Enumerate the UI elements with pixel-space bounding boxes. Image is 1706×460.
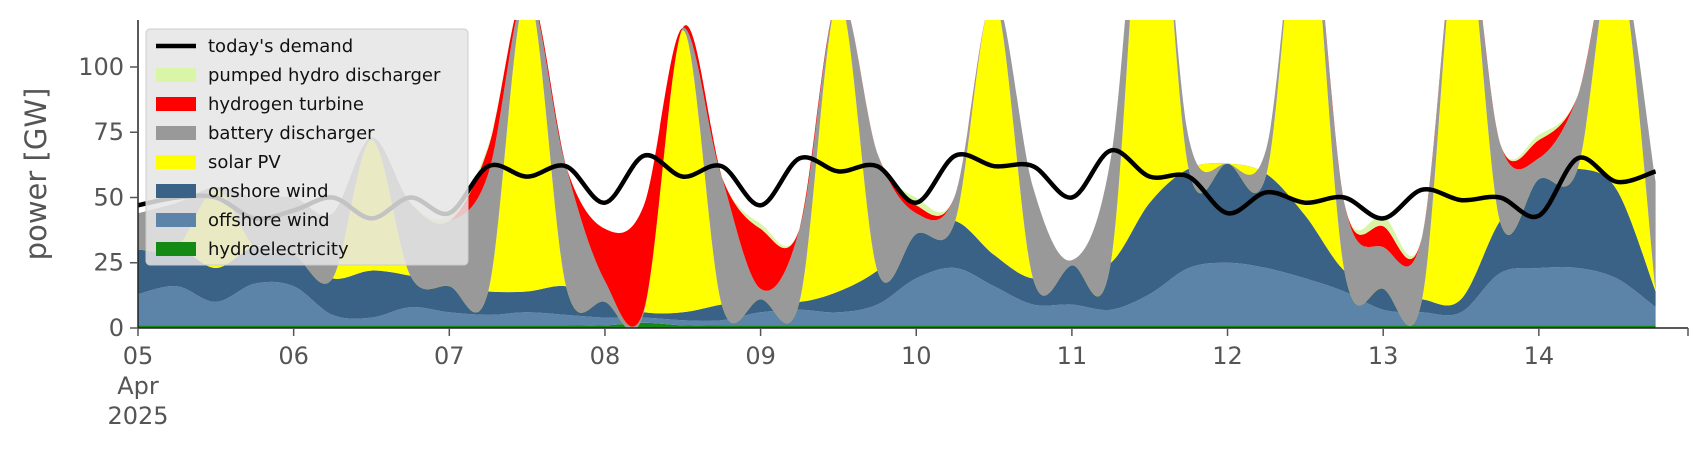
x-tick-label: 05 <box>123 342 154 370</box>
x-tick-label: 11 <box>1057 342 1088 370</box>
x-tick-label: 06 <box>278 342 309 370</box>
x-tick-label: 10 <box>901 342 932 370</box>
legend-label-offshore-wind: offshore wind <box>208 210 330 231</box>
legend-label-onshore-wind: onshore wind <box>208 181 329 202</box>
legend-label-today-s-demand: today's demand <box>208 36 353 57</box>
y-tick-label: 0 <box>109 314 124 342</box>
legend-swatch-pumped-hydro-discharger <box>156 68 196 82</box>
x-tick-label: 08 <box>590 342 621 370</box>
legend-swatch-offshore-wind <box>156 213 196 227</box>
y-axis-label: power [GW] <box>19 88 53 261</box>
x-tick-label: 07 <box>434 342 465 370</box>
area-offshore-wind <box>138 262 1656 326</box>
legend-swatch-hydrogen-turbine <box>156 97 196 111</box>
legend-swatch-solar-pv <box>156 155 196 169</box>
legend: today's demand pumped hydro discharger hyd… <box>145 28 469 266</box>
area-solar-pv <box>138 20 1656 328</box>
y-tick-label: 25 <box>93 249 124 277</box>
legend-label-solar-pv: solar PV <box>208 152 281 173</box>
x-tick-label: 09 <box>745 342 776 370</box>
legend-swatch-onshore-wind <box>156 184 196 198</box>
legend-label-hydrogen-turbine: hydrogen turbine <box>208 94 364 115</box>
y-tick-label: 50 <box>93 183 124 211</box>
x-tick-year: 2025 <box>107 402 168 430</box>
legend-swatch-battery-discharger <box>156 126 196 140</box>
legend-label-pumped-hydro-discharger: pumped hydro discharger <box>208 65 441 86</box>
x-tick-month: Apr <box>117 372 159 400</box>
legend-swatch-hydroelectricity <box>156 242 196 256</box>
y-tick-label: 75 <box>93 118 124 146</box>
legend-label-battery-discharger: battery discharger <box>208 123 375 144</box>
stacked-areas <box>138 20 1656 328</box>
x-tick-label: 12 <box>1212 342 1243 370</box>
x-tick-label: 14 <box>1524 342 1555 370</box>
legend-box <box>145 28 469 266</box>
area-onshore-wind <box>138 163 1656 321</box>
legend-label-hydroelectricity: hydroelectricity <box>208 239 349 260</box>
y-tick-label: 100 <box>78 53 124 81</box>
x-tick-label: 13 <box>1368 342 1399 370</box>
area-battery-discharger <box>138 20 1656 328</box>
